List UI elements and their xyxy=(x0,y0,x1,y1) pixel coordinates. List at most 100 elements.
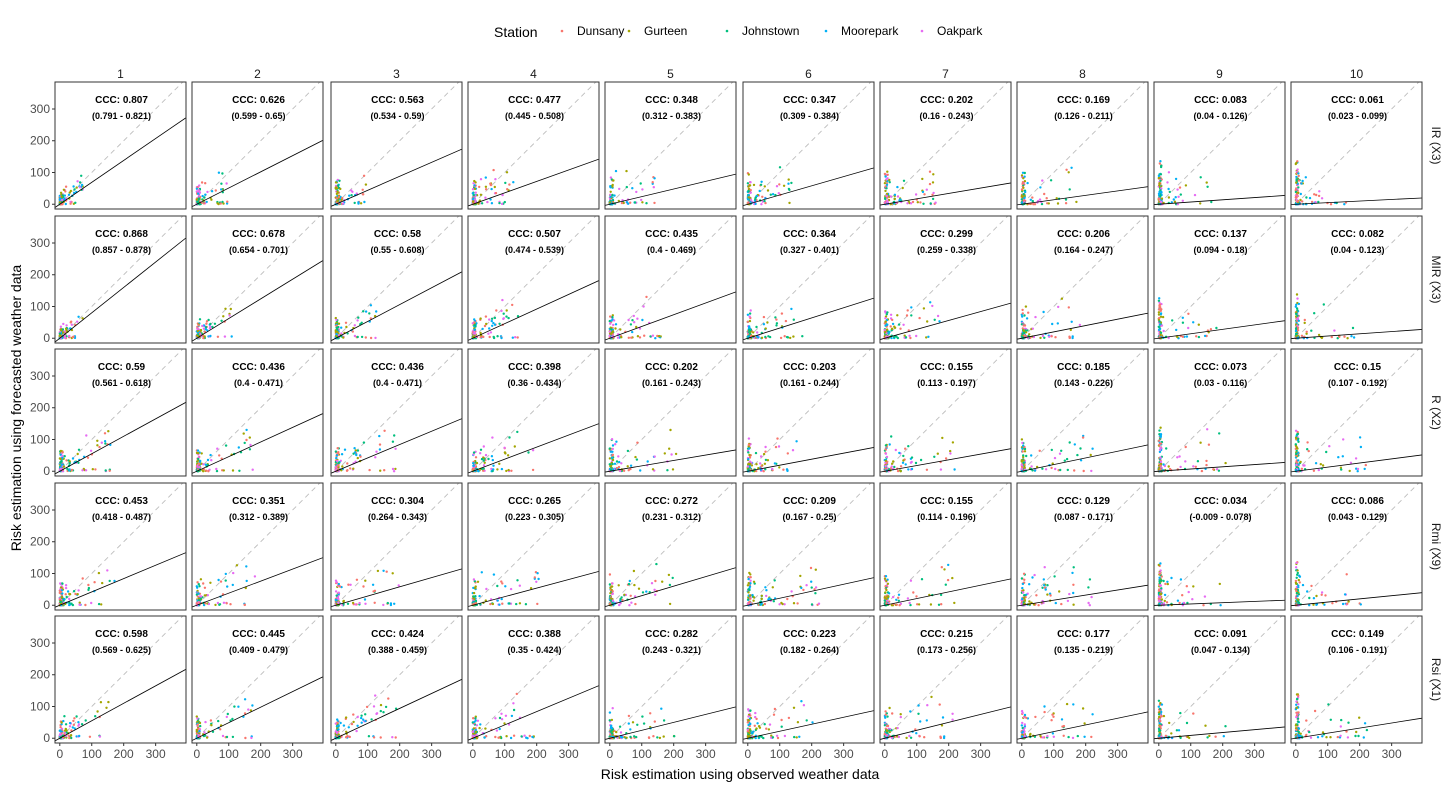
data-point xyxy=(77,453,79,455)
regression-line xyxy=(880,183,1011,205)
data-point xyxy=(228,314,230,316)
data-point xyxy=(609,447,611,449)
data-point xyxy=(1046,197,1048,199)
data-point xyxy=(645,590,647,592)
ccc-label: CCC: 0.061 xyxy=(1331,95,1384,106)
data-point xyxy=(516,431,518,433)
data-point xyxy=(346,469,348,471)
data-point xyxy=(1048,202,1050,204)
data-point xyxy=(337,184,339,186)
data-point xyxy=(245,439,247,441)
regression-line xyxy=(468,571,599,606)
data-point xyxy=(220,320,222,322)
data-point xyxy=(480,194,482,196)
data-point xyxy=(249,444,251,446)
data-point xyxy=(473,578,475,580)
data-point xyxy=(245,429,247,431)
data-point xyxy=(630,337,632,339)
data-point xyxy=(76,186,78,188)
data-point xyxy=(1073,566,1075,568)
data-point xyxy=(243,432,245,434)
data-point xyxy=(1076,454,1078,456)
data-point xyxy=(1021,198,1023,200)
data-point xyxy=(345,322,347,324)
data-point xyxy=(485,186,487,188)
data-point xyxy=(349,584,351,586)
data-point xyxy=(222,202,224,204)
data-point xyxy=(222,315,224,317)
data-point xyxy=(1023,335,1025,337)
data-point xyxy=(749,461,751,463)
data-point xyxy=(891,328,893,330)
data-point xyxy=(1303,464,1305,466)
data-point xyxy=(1055,602,1057,604)
data-point xyxy=(748,589,750,591)
data-point xyxy=(630,595,632,597)
data-point xyxy=(197,189,199,191)
data-point xyxy=(76,180,78,182)
data-point xyxy=(1296,293,1298,295)
data-point xyxy=(618,584,620,586)
data-point xyxy=(481,202,483,204)
panel: CCC: 0.626(0.599 - 0.65) xyxy=(192,79,323,209)
data-point xyxy=(636,458,638,460)
data-point xyxy=(915,462,917,464)
data-point xyxy=(254,575,256,577)
data-point xyxy=(909,337,911,339)
data-point xyxy=(1022,459,1024,461)
data-point xyxy=(929,301,931,303)
data-point xyxy=(1030,465,1032,467)
data-point xyxy=(747,468,749,470)
data-point xyxy=(98,603,100,605)
data-point xyxy=(1206,181,1208,183)
data-point xyxy=(1065,202,1067,204)
data-point xyxy=(1160,173,1162,175)
regression-line xyxy=(880,303,1011,339)
data-point xyxy=(1160,166,1162,168)
data-point xyxy=(647,460,649,462)
scatter-points xyxy=(1158,297,1218,339)
data-point xyxy=(653,177,655,179)
data-point xyxy=(341,199,343,201)
data-point xyxy=(1224,462,1226,464)
data-point xyxy=(1296,193,1298,195)
data-point xyxy=(904,448,906,450)
data-point xyxy=(774,462,776,464)
data-point xyxy=(642,591,644,593)
data-point xyxy=(947,564,949,566)
data-point xyxy=(906,202,908,204)
scatter-points xyxy=(609,296,662,340)
data-point xyxy=(909,604,911,606)
data-point xyxy=(764,336,766,338)
data-point xyxy=(884,185,886,187)
data-point xyxy=(1041,203,1043,205)
data-point xyxy=(198,324,200,326)
data-point xyxy=(792,449,794,451)
legend-label-johnstown: Johnstown xyxy=(742,24,799,38)
ccc-label: CCC: 0.129 xyxy=(1057,496,1110,507)
ccc-label: CCC: 0.436 xyxy=(232,362,285,373)
data-point xyxy=(232,469,234,471)
data-point xyxy=(486,201,488,203)
data-point xyxy=(490,184,492,186)
data-point xyxy=(609,194,611,196)
scatter-points xyxy=(335,175,368,206)
data-point xyxy=(749,463,751,465)
data-point xyxy=(1295,304,1297,306)
data-point xyxy=(346,462,348,464)
data-point xyxy=(953,602,955,604)
data-point xyxy=(610,328,612,330)
data-point xyxy=(394,448,396,450)
data-point xyxy=(609,196,611,198)
data-point xyxy=(101,442,103,444)
data-point xyxy=(1349,470,1351,472)
row-strip-label: MIR (X3) xyxy=(1429,256,1443,304)
data-point xyxy=(772,193,774,195)
ccc-label: CCC: 0.477 xyxy=(508,95,561,106)
scatter-points xyxy=(1021,435,1094,473)
data-point xyxy=(510,470,512,472)
data-point xyxy=(892,323,894,325)
data-point xyxy=(1313,312,1315,314)
data-point xyxy=(105,469,107,471)
